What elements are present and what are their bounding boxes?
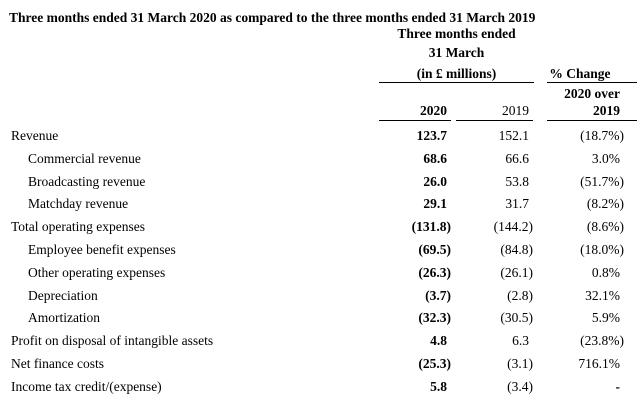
value-pct-change: (8.2%) bbox=[586, 196, 624, 212]
value-2019: (26.1) bbox=[500, 264, 533, 280]
table-row: Employee benefit expenses (69.5) (84.8) … bbox=[0, 239, 640, 262]
value-2020: 5.8 bbox=[430, 378, 447, 394]
column-header-2020: 2020 bbox=[379, 103, 451, 121]
row-label: Broadcasting revenue bbox=[28, 173, 146, 189]
value-2020: (25.3) bbox=[418, 355, 451, 371]
value-pct-change: (18.7%) bbox=[580, 128, 624, 143]
row-label: Commercial revenue bbox=[28, 150, 141, 166]
value-2019: 53.8 bbox=[505, 173, 529, 189]
value-2019: (2.8) bbox=[507, 287, 533, 303]
value-2020: 4.8 bbox=[430, 333, 447, 349]
table-row: Income tax credit/(expense) 5.8 (3.4) - bbox=[0, 376, 640, 399]
table-row: Broadcasting revenue 26.0 53.8 (51.7%) bbox=[0, 171, 640, 194]
column-header-2019: 2019 bbox=[456, 103, 533, 121]
value-pct-change: 0.8% bbox=[591, 264, 620, 280]
value-2020: 68.6 bbox=[423, 150, 447, 166]
row-label: Total operating expenses bbox=[11, 219, 146, 235]
row-label: Other operating expenses bbox=[28, 264, 166, 280]
row-label: Employee benefit expenses bbox=[28, 241, 176, 257]
value-pct-change: (8.6%) bbox=[586, 219, 624, 235]
row-label: Revenue bbox=[11, 128, 59, 143]
value-2020: (32.3) bbox=[418, 310, 451, 326]
table-row: Matchday revenue 29.1 31.7 (8.2%) bbox=[0, 193, 640, 216]
value-2019: 6.3 bbox=[512, 333, 529, 349]
table-row: Net finance costs (25.3) (3.1) 716.1% bbox=[0, 353, 640, 376]
column-header-pct-2019: 2019 bbox=[547, 103, 637, 121]
column-group-header-unit: (in £ millions) bbox=[379, 64, 534, 83]
row-label: Profit on disposal of intangible assets bbox=[11, 333, 214, 349]
table-row: Commercial revenue 68.6 66.6 3.0% bbox=[0, 148, 640, 171]
value-pct-change: (18.0%) bbox=[580, 241, 624, 257]
value-2019: (144.2) bbox=[493, 219, 533, 235]
value-pct-change: (51.7%) bbox=[580, 173, 624, 189]
value-pct-change: 716.1% bbox=[578, 355, 620, 371]
value-2020: 123.7 bbox=[416, 128, 447, 143]
value-pct-change: (23.8%) bbox=[580, 333, 624, 349]
value-pct-change: 32.1% bbox=[585, 287, 620, 303]
table-row: Other operating expenses (26.3) (26.1) 0… bbox=[0, 262, 640, 285]
value-pct-change: 3.0% bbox=[591, 150, 620, 166]
value-pct-change: - bbox=[615, 378, 621, 394]
table-row: Amortization (32.3) (30.5) 5.9% bbox=[0, 307, 640, 330]
value-2019: (3.1) bbox=[507, 355, 533, 371]
row-label: Income tax credit/(expense) bbox=[11, 378, 162, 394]
value-pct-change: 5.9% bbox=[591, 310, 620, 326]
column-header-pct-change: % Change bbox=[547, 64, 637, 83]
table-row: Depreciation (3.7) (2.8) 32.1% bbox=[0, 285, 640, 308]
value-2019: (84.8) bbox=[500, 241, 533, 257]
value-2020: 29.1 bbox=[423, 196, 447, 212]
value-2019: (30.5) bbox=[500, 310, 533, 326]
value-2020: (3.7) bbox=[425, 287, 451, 303]
table-row: Profit on disposal of intangible assets … bbox=[0, 330, 640, 353]
row-label: Depreciation bbox=[28, 287, 98, 303]
page-title: Three months ended 31 March 2020 as comp… bbox=[9, 10, 536, 25]
column-subheader-2020-over: 2020 over bbox=[564, 86, 620, 101]
value-2020: (131.8) bbox=[411, 219, 451, 235]
value-2020: 26.0 bbox=[423, 173, 447, 189]
value-2019: 152.1 bbox=[498, 128, 529, 143]
value-2020: (26.3) bbox=[418, 264, 451, 280]
table-row: Total operating expenses (131.8) (144.2)… bbox=[0, 216, 640, 239]
row-label: Net finance costs bbox=[11, 355, 104, 371]
table-row: Revenue 123.7 152.1 (18.7%) bbox=[0, 125, 640, 148]
column-group-header-period-line2: 31 March bbox=[428, 45, 485, 60]
value-2019: 31.7 bbox=[505, 196, 529, 212]
column-group-header-period-line1: Three months ended bbox=[397, 26, 516, 41]
row-label: Amortization bbox=[28, 310, 100, 326]
value-2019: 66.6 bbox=[505, 150, 529, 166]
value-2020: (69.5) bbox=[418, 241, 451, 257]
table-body: Revenue 123.7 152.1 (18.7%) Commercial r… bbox=[0, 125, 640, 399]
row-label: Matchday revenue bbox=[28, 196, 129, 212]
value-2019: (3.4) bbox=[507, 378, 533, 394]
